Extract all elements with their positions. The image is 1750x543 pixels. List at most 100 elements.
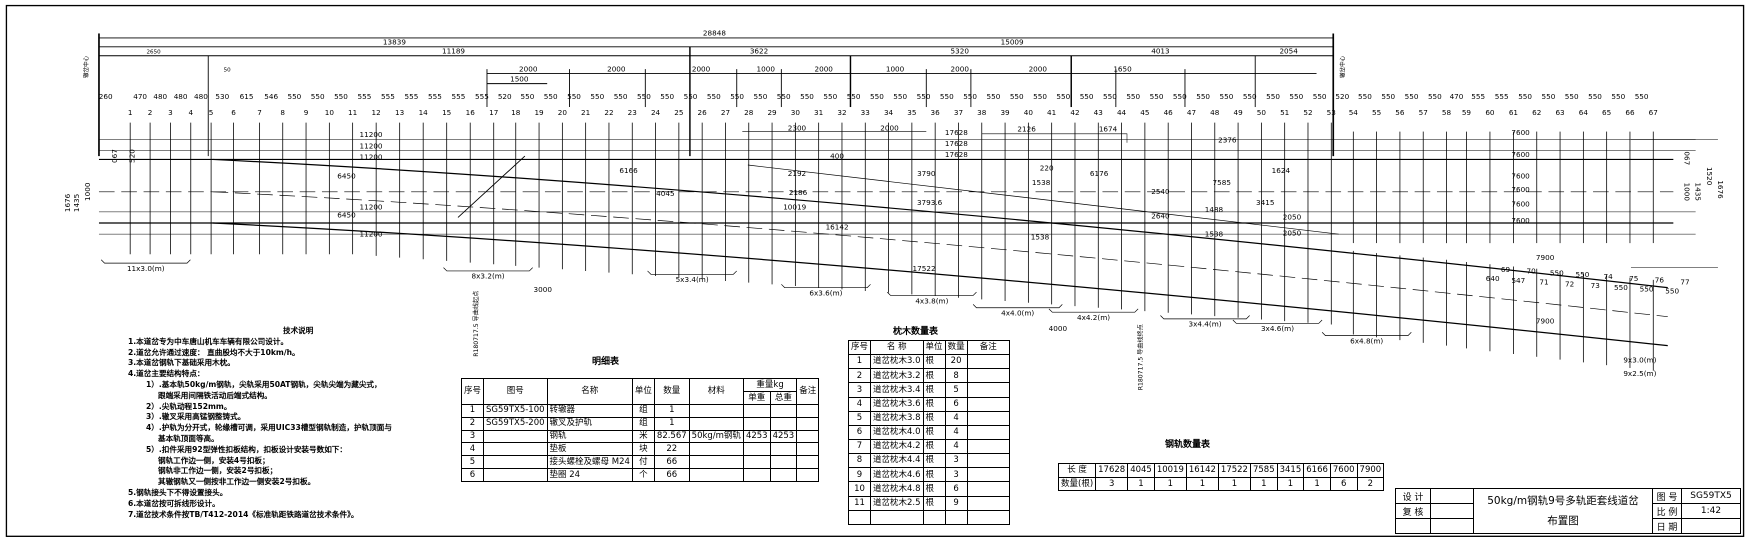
sleeper-spacing-label: 550 — [1056, 92, 1070, 101]
table-cell: 根 — [922, 410, 946, 426]
table-cell — [688, 442, 744, 457]
dim-label: 1000 — [83, 182, 92, 201]
group-bracket — [972, 304, 1063, 309]
row-label: 数量(根) — [1057, 476, 1097, 491]
review-label: 复 核 — [1395, 503, 1431, 519]
sleeper-number: 11 — [348, 108, 357, 117]
sleeper-spacing-label: 550 — [1103, 92, 1117, 101]
table-cell: 9 — [847, 467, 872, 483]
group-bracket — [443, 267, 533, 272]
header-cell: 单重 — [742, 390, 771, 405]
table-cell — [483, 455, 548, 470]
sleeper-number: 47 — [1187, 108, 1196, 117]
table-cell — [796, 455, 820, 470]
sleeper-spacing-label: 555 — [452, 92, 466, 101]
dim-label: 2126 — [1017, 125, 1036, 134]
sleeper-number: 2 — [148, 108, 153, 117]
table-row: 9 道岔枕木4.6 根 3 — [847, 467, 1011, 483]
sleeper-spacing-label: 550 — [940, 92, 954, 101]
sleeper-number: 56 — [1395, 108, 1405, 117]
table-cell: 道岔枕木3.8 — [870, 410, 924, 426]
diverging-sleeper-label: 76 — [1655, 276, 1665, 285]
dim-label: 6176 — [1090, 169, 1109, 178]
table-cell: 8 — [944, 368, 968, 384]
header-cell: 序号 — [847, 339, 872, 356]
sleeper-number: 54 — [1349, 108, 1359, 117]
table-cell: 2 — [460, 416, 485, 431]
table-row: 7 道岔枕木4.2 根 4 — [847, 438, 1011, 455]
table-cell: 1 — [653, 416, 690, 431]
table-row: 6 垫圈 24 个 66 — [460, 468, 820, 482]
table-cell: 1 — [460, 403, 485, 418]
table-cell: 4253 — [742, 429, 771, 444]
header-cell: 重量kg — [742, 378, 798, 392]
note-line: 6.本道岔按可拆线形设计。 — [128, 498, 220, 508]
sleeper-number: 44 — [1117, 108, 1127, 117]
table-cell: 道岔枕木4.4 — [870, 453, 924, 469]
table-row: 10 道岔枕木4.8 根 6 — [847, 481, 1011, 497]
dim-label: 1538 — [1205, 229, 1224, 238]
table-cell: 3 — [944, 453, 968, 469]
dim-row4: 2000 — [607, 64, 626, 73]
sleeper-spacing-label: 550 — [1220, 92, 1234, 101]
dim-label: 3790 — [917, 169, 936, 178]
header-cell: 序号 — [460, 378, 485, 405]
sleeper-spacing-label: 555 — [357, 92, 371, 101]
sleeper-number: 32 — [837, 108, 846, 117]
dim-label: 520 — [128, 149, 137, 163]
sleeper-spacing-label: 480 — [153, 92, 167, 101]
sleeper-number: 43 — [1094, 108, 1104, 117]
diverging-sleeper-label: 547 — [1511, 276, 1525, 285]
sleeper-spacing-label: 550 — [1518, 92, 1532, 101]
diverging-sleeper-label: 74 — [1603, 272, 1613, 281]
header-cell: 总重 — [769, 390, 798, 405]
sleeper-number: 23 — [628, 108, 638, 117]
table-cell: 道岔枕木3.6 — [870, 396, 924, 412]
dim-row3: 5320 — [951, 47, 970, 56]
note-line: 跟端采用间隔铁活动后端式结构。 — [158, 390, 272, 400]
table-cell — [966, 368, 1011, 384]
dim-label: 7600 — [1511, 171, 1530, 180]
sleeper-number: 51 — [1280, 108, 1289, 117]
sleeper-number: 24 — [651, 108, 661, 117]
table-cell: 组 — [631, 403, 655, 418]
note-line: 4.道岔主要结构特点： — [128, 369, 205, 379]
sleeper-spacing-label: 550 — [1611, 92, 1625, 101]
diverging-sleeper-label: 75 — [1629, 274, 1638, 283]
sleeper-spacing-label: 555 — [428, 92, 442, 101]
sleeper-spacing-label: 550 — [870, 92, 884, 101]
table-cell: 3 — [944, 467, 968, 483]
rail-length-cell: 17628 — [1095, 463, 1129, 478]
table-cell — [742, 455, 771, 470]
table-cell: 2 — [847, 368, 872, 384]
diverging-sleeper-label: 70 — [1527, 267, 1537, 276]
header-cell: 备注 — [796, 378, 820, 405]
sleeper-spacing-label: 550 — [287, 92, 301, 101]
header-cell: 备注 — [966, 339, 1011, 356]
dim-label: 7900 — [1536, 253, 1555, 262]
dim-row4: 1000 — [886, 64, 905, 73]
dim-label: 6166 — [619, 166, 638, 175]
sleeper-spacing-label: 550 — [1173, 92, 1187, 101]
table-cell: 道岔枕木4.6 — [870, 467, 924, 483]
sleeper-number: 53 — [1327, 108, 1337, 117]
sleeper-group-label: 5x3.4(m) — [676, 275, 709, 284]
blank-cell — [1395, 518, 1431, 534]
sleeper-table-title: 枕木数量表 — [893, 327, 939, 337]
sleeper-number: 19 — [534, 108, 544, 117]
table-cell: 20 — [944, 354, 968, 370]
table-row: 5 接头螺栓及螺母 M24 付 66 — [460, 455, 820, 470]
sleeper-group-label: 6x3.6(m) — [809, 288, 842, 297]
rail-count-cell: 1 — [1153, 476, 1187, 491]
sleeper-number: 17 — [489, 108, 498, 117]
table-cell: 6 — [944, 481, 968, 497]
table-cell — [483, 429, 548, 444]
group-bracket — [1232, 319, 1323, 324]
note-line: 钢轨非工作边一侧，安装2号扣板； — [158, 466, 278, 476]
sleeper-spacing-label: 555 — [405, 92, 419, 101]
header-cell: 数量 — [653, 378, 690, 405]
table-cell — [966, 410, 1011, 426]
group-bracket — [1160, 315, 1250, 320]
table-cell — [742, 468, 771, 482]
dim-label: 4000 — [1049, 324, 1068, 333]
